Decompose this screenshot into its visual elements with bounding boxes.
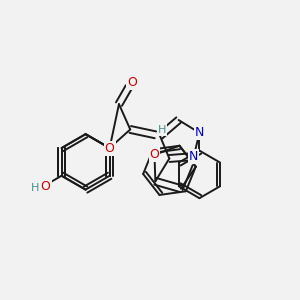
Text: O: O bbox=[127, 76, 137, 88]
Text: O: O bbox=[41, 180, 51, 193]
Text: H: H bbox=[158, 125, 166, 135]
Text: O: O bbox=[105, 142, 115, 154]
Text: N: N bbox=[195, 126, 204, 139]
Text: O: O bbox=[150, 148, 159, 161]
Text: H: H bbox=[31, 183, 39, 193]
Text: N: N bbox=[189, 150, 198, 163]
